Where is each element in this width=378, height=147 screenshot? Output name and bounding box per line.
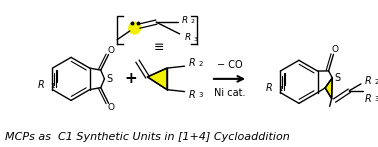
- Text: R: R: [365, 93, 372, 103]
- Text: Ni cat.: Ni cat.: [214, 88, 245, 98]
- Text: R: R: [181, 16, 188, 25]
- Text: R: R: [38, 80, 45, 90]
- Text: MCPs as  C1 Synthetic Units in [1+4] Cycloaddition: MCPs as C1 Synthetic Units in [1+4] Cycl…: [5, 132, 289, 142]
- Text: +: +: [124, 71, 137, 86]
- Text: 1: 1: [278, 86, 283, 92]
- Text: 3: 3: [375, 96, 378, 102]
- Text: S: S: [334, 73, 340, 83]
- Text: 2: 2: [191, 19, 194, 24]
- Text: R: R: [184, 33, 191, 42]
- Text: R: R: [365, 76, 372, 86]
- Text: 2: 2: [375, 79, 378, 85]
- Text: 2: 2: [198, 61, 203, 67]
- Text: 3: 3: [193, 37, 197, 42]
- Polygon shape: [147, 68, 167, 90]
- Text: − CO: − CO: [217, 60, 242, 70]
- Circle shape: [129, 22, 141, 34]
- Polygon shape: [325, 78, 332, 98]
- Text: O: O: [107, 103, 114, 112]
- Text: 1: 1: [51, 83, 55, 89]
- Text: O: O: [107, 46, 114, 55]
- Text: O: O: [332, 45, 339, 54]
- Text: R: R: [266, 83, 273, 93]
- Text: R: R: [189, 58, 195, 68]
- Text: 3: 3: [198, 92, 203, 98]
- Text: R: R: [189, 90, 195, 100]
- Text: S: S: [106, 74, 112, 84]
- Text: ≡: ≡: [154, 41, 164, 54]
